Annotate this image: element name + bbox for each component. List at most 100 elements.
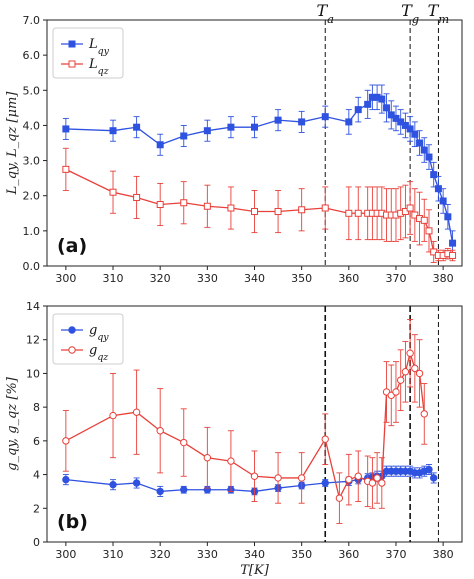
- y-tick-label: 8: [33, 401, 40, 414]
- data-point: [274, 116, 282, 124]
- panel-b: 300 310 320 330 340 350 360 370 380 0 2 4 6 8 10 12 14 gq…: [5, 300, 463, 578]
- data-point: [425, 227, 433, 235]
- data-point: [62, 437, 70, 445]
- data-point: [321, 479, 329, 487]
- y-tick-label: 0.0: [23, 260, 41, 273]
- data-point: [156, 487, 164, 496]
- data-point: [406, 125, 414, 133]
- data-point: [156, 141, 164, 149]
- series-L-qz: [62, 147, 457, 263]
- data-point: [251, 208, 258, 216]
- x-tick-label: 360: [338, 548, 359, 561]
- y-tick-label: 1.0: [23, 225, 41, 238]
- x-tick-label: 340: [244, 272, 265, 285]
- data-point: [132, 408, 141, 416]
- x-tick-label: 370: [385, 548, 406, 561]
- data-point: [62, 125, 70, 133]
- x-tick-label: 360: [338, 272, 359, 285]
- panel-a: 300 310 320 330 340 350 360 370 380 0.0 1.0 2.0 3.0 4…: [5, 1, 463, 285]
- data-point: [378, 479, 386, 487]
- data-point: [434, 185, 442, 193]
- data-point: [109, 480, 117, 489]
- series-L-qy: [62, 84, 457, 256]
- data-point: [420, 216, 428, 224]
- panel-label: (b): [57, 511, 88, 533]
- data-point: [180, 132, 188, 140]
- data-point: [345, 118, 353, 126]
- x-tick-label: 350: [291, 548, 312, 561]
- data-point: [62, 165, 70, 173]
- data-point: [368, 479, 377, 487]
- data-point: [406, 349, 414, 357]
- y-axis-label: g_qy, g_qz [%]: [5, 376, 20, 471]
- x-tick-label: 330: [197, 272, 218, 285]
- y-axis-label: L_qy, L_qz [μm]: [5, 91, 20, 196]
- data-point: [203, 454, 212, 462]
- vline-label: Tg: [401, 1, 419, 26]
- data-point: [383, 104, 391, 112]
- y-tick-label: 0: [33, 536, 40, 549]
- y-tick-label: 10: [26, 367, 40, 380]
- data-point: [62, 475, 70, 484]
- data-point: [378, 95, 386, 103]
- data-point: [392, 114, 400, 122]
- data-point: [449, 239, 457, 247]
- data-point: [109, 411, 117, 420]
- x-tick-label: 320: [150, 548, 171, 561]
- data-point: [416, 139, 424, 147]
- data-point: [321, 113, 329, 121]
- data-point: [401, 208, 409, 216]
- data-point: [133, 193, 141, 201]
- data-point: [415, 369, 424, 378]
- data-point: [203, 202, 211, 210]
- data-point: [335, 494, 344, 502]
- data-point: [401, 121, 409, 129]
- data-point: [227, 123, 235, 131]
- legend-label: Lqy: [88, 37, 110, 57]
- data-point: [298, 206, 306, 214]
- y-tick-label: 3.0: [23, 155, 41, 168]
- data-point: [345, 209, 353, 217]
- legend-marker: [68, 326, 76, 334]
- data-point: [411, 130, 419, 138]
- data-point: [420, 146, 428, 154]
- data-point: [430, 171, 438, 179]
- data-point: [420, 410, 428, 418]
- legend-box: [52, 313, 124, 365]
- data-point: [439, 197, 447, 205]
- x-tick-label: 330: [197, 548, 218, 561]
- data-point: [425, 465, 433, 474]
- y-tick-label: 2: [33, 502, 40, 515]
- data-point: [321, 435, 329, 443]
- legend-box: [52, 27, 124, 79]
- x-tick-label: 300: [55, 272, 76, 285]
- y-tick-label: 7.0: [23, 14, 41, 27]
- x-tick-label: 350: [291, 272, 312, 285]
- data-point: [180, 486, 188, 494]
- data-point: [444, 213, 452, 221]
- data-point: [430, 474, 438, 482]
- data-point: [425, 153, 433, 161]
- x-tick-label: 380: [433, 548, 454, 561]
- legend-label: gqy: [89, 323, 109, 343]
- vline-label: Tm: [428, 1, 450, 26]
- data-point: [133, 123, 141, 131]
- data-point: [354, 209, 362, 217]
- legend-label: gqz: [89, 343, 108, 363]
- data-point: [396, 376, 405, 384]
- data-point: [227, 457, 235, 465]
- y-tick-label: 12: [26, 334, 40, 347]
- data-point: [411, 364, 419, 373]
- data-point: [203, 127, 211, 135]
- data-point: [430, 248, 438, 256]
- legend-label: Lqz: [88, 57, 109, 77]
- x-tick-label: 380: [433, 272, 454, 285]
- data-point: [132, 479, 141, 487]
- data-point: [298, 118, 306, 126]
- data-point: [401, 368, 410, 376]
- x-tick-label: 310: [103, 272, 124, 285]
- data-point: [354, 106, 362, 114]
- data-point: [274, 474, 282, 482]
- data-point: [227, 204, 235, 212]
